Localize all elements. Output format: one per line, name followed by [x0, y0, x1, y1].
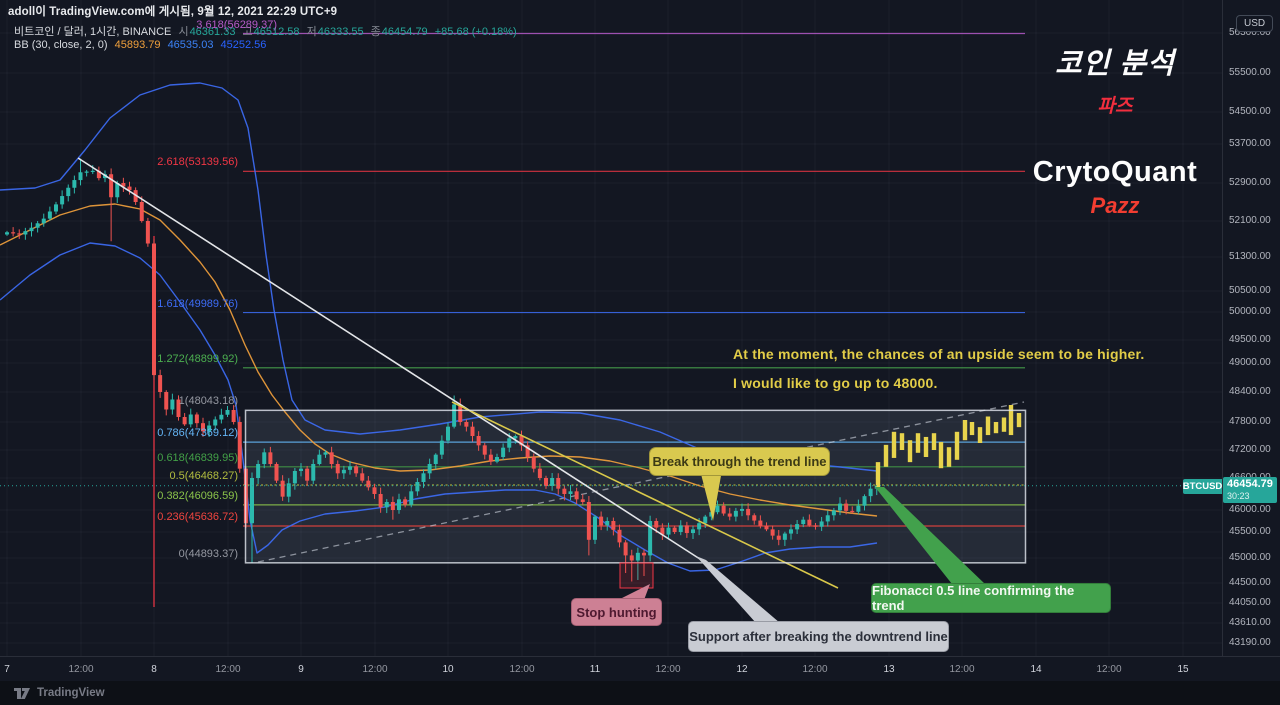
time-tick-label: 12:00	[68, 664, 94, 675]
price-tick-label: 44500.00	[1229, 577, 1271, 588]
symbol-price-tag: BTCUSD	[1182, 479, 1223, 494]
price-tick-label: 53700.00	[1229, 138, 1271, 149]
change-value: +85.68 (+0.18%)	[434, 26, 517, 38]
high-value: 46512.58	[253, 26, 300, 38]
watermark-brand-sub: Pazz	[1090, 193, 1140, 218]
bb-upper-value: 46535.03	[167, 39, 214, 51]
callout-stop-hunting-text: Stop hunting	[576, 604, 657, 620]
time-tick-label: 9	[298, 664, 304, 675]
time-tick-label: 12:00	[949, 664, 975, 675]
fib-label-1.272: 1.272(48899.92)	[157, 352, 238, 365]
currency-toggle-button[interactable]: USD	[1236, 15, 1274, 32]
time-tick-label: 12:00	[362, 664, 388, 675]
low-value: 46333.55	[317, 26, 364, 38]
price-tick-label: 48400.00	[1229, 386, 1271, 397]
price-tick-label: 45000.00	[1229, 552, 1271, 563]
callout-support-downtrend[interactable]: Support after breaking the downtrend lin…	[688, 621, 949, 652]
price-tick-label: 45500.00	[1229, 526, 1271, 537]
price-tick-label: 43610.00	[1229, 617, 1271, 628]
callout-support-text: Support after breaking the downtrend lin…	[689, 629, 948, 644]
callout-break-trend-text: Break through the trend line	[652, 454, 827, 469]
publication-byline: adoll이 TradingView.com에 게시됨, 9월 12, 2021…	[8, 6, 338, 18]
price-tick-label: 50500.00	[1229, 285, 1271, 296]
price-tick-label: 43190.00	[1229, 637, 1271, 648]
price-tick-label: 51300.00	[1229, 251, 1271, 262]
price-tick-label: 44050.00	[1229, 597, 1271, 608]
price-tick-label: 47800.00	[1229, 416, 1271, 427]
symbol-name[interactable]: 비트코인 / 달러, 1시간, BINANCE	[14, 26, 172, 38]
bb-lower-value: 45252.56	[220, 39, 267, 51]
analysis-note-2: I would like to go up to 48000.	[733, 375, 938, 391]
last-price-value: 46454.79	[1227, 478, 1273, 490]
price-tick-label: 49000.00	[1229, 357, 1271, 368]
time-axis[interactable]: 7 12:00 8 12:00 9 12:00 10 12:00 11 12:00 12 12:00 1…	[0, 656, 1280, 682]
open-label: 시	[178, 26, 189, 38]
fib-label-3.618: 3.618(56289.37)	[196, 18, 277, 31]
last-price-badge: 46454.79 30:23	[1223, 477, 1277, 503]
time-tick-label: 14	[1030, 664, 1042, 675]
low-label: 저	[306, 26, 317, 38]
price-tick-label: 54500.00	[1229, 106, 1271, 117]
watermark-subtitle: 파즈	[1097, 96, 1133, 117]
time-tick-label: 12:00	[215, 664, 241, 675]
time-tick-label: 12:00	[509, 664, 535, 675]
fib-label-0.236: 0.236(45636.72)	[157, 510, 238, 523]
callout-fib-confirm[interactable]: Fibonacci 0.5 line confirming the trend	[871, 583, 1111, 613]
price-tick-label: 52100.00	[1229, 215, 1271, 226]
price-tick-label: 47200.00	[1229, 444, 1271, 455]
analysis-note-1: At the moment, the chances of an upside …	[733, 346, 1145, 362]
chart-watermark: 코인 분석 파즈 CrytoQuant Pazz	[1020, 40, 1210, 219]
price-tick-label: 52900.00	[1229, 177, 1271, 188]
price-tick-label: 46000.00	[1229, 504, 1271, 515]
fib-label-2.618: 2.618(53139.56)	[157, 156, 238, 169]
fib-label-0.786: 0.786(47369.12)	[157, 427, 238, 440]
close-value: 46454.79	[381, 26, 428, 38]
symbol-legend[interactable]: 비트코인 / 달러, 1시간, BINANCE 시46361.33 고46512…	[14, 23, 521, 39]
price-tick-label: 55500.00	[1229, 67, 1271, 78]
bb-label[interactable]: BB (30, close, 2, 0)	[14, 39, 108, 51]
bb-basis-value: 45893.79	[114, 39, 161, 51]
fib-label-0.382: 0.382(46096.59)	[157, 489, 238, 502]
time-tick-label: 10	[442, 664, 454, 675]
callout-stop-hunting[interactable]: Stop hunting	[571, 598, 662, 626]
time-tick-label: 13	[883, 664, 895, 675]
time-tick-label: 8	[151, 664, 157, 675]
fib-label-0: 0(44893.37)	[178, 548, 238, 561]
time-tick-label: 12:00	[1096, 664, 1122, 675]
fib-label-1.618: 1.618(49989.76)	[157, 297, 238, 310]
callout-break-trend-line[interactable]: Break through the trend line	[649, 447, 830, 476]
price-tick-label: 49500.00	[1229, 334, 1271, 345]
tradingview-logo-icon[interactable]	[14, 687, 31, 700]
watermark-title: 코인 분석	[1055, 48, 1175, 80]
time-tick-label: 11	[589, 664, 601, 675]
time-tick-label: 15	[1177, 664, 1189, 675]
callout-fib-confirm-text: Fibonacci 0.5 line confirming the trend	[872, 583, 1075, 613]
price-axis[interactable]: 56300.00 55500.00 54500.00 53700.00 52900.00…	[1222, 0, 1280, 681]
fib-label-0.618: 0.618(46839.95)	[157, 451, 238, 464]
footer-bar: TradingView	[0, 681, 1280, 705]
bar-countdown: 30:23	[1227, 491, 1250, 501]
fib-label-1: 1(48043.18)	[178, 394, 238, 407]
fib-label-0.5: 0.5(46468.27)	[169, 470, 239, 483]
time-tick-label: 12	[736, 664, 748, 675]
price-tick-label: 50000.00	[1229, 306, 1271, 317]
watermark-brand: CrytoQuant	[1032, 156, 1198, 188]
time-tick-label: 12:00	[802, 664, 828, 675]
close-label: 종	[370, 26, 381, 38]
bb-indicator-legend[interactable]: BB (30, close, 2, 0) 45893.79 46535.03 4…	[14, 39, 270, 51]
open-value: 46361.33	[189, 26, 236, 38]
high-label: 고	[242, 26, 253, 38]
footer-brand-text[interactable]: TradingView	[37, 687, 105, 699]
time-tick-label: 12:00	[655, 664, 681, 675]
price-tick-label: 56300.00	[1229, 27, 1271, 38]
time-tick-label: 7	[4, 664, 10, 675]
